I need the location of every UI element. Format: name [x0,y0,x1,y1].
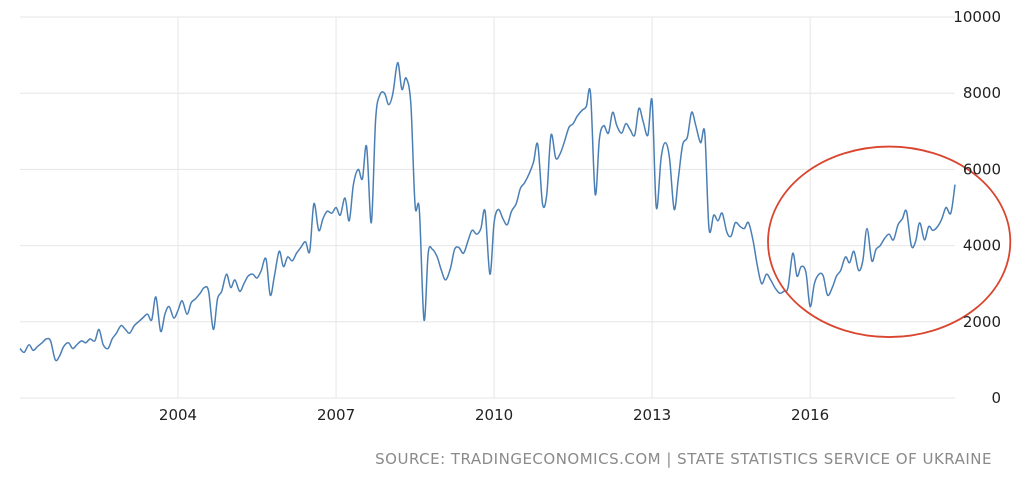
y-tick-label: 8000 [963,84,1001,102]
y-tick-label: 10000 [953,8,1001,26]
x-tick-label: 2007 [317,406,355,424]
y-tick-label: 0 [991,389,1001,407]
series-layer [19,61,956,362]
x-tick-label: 2004 [159,406,197,424]
y-tick-label: 6000 [963,160,1001,178]
annotation-layer [767,145,1012,338]
x-axis: 2004 2007 2010 2013 2016 [159,406,829,424]
source-note: SOURCE: TRADINGECONOMICS.COM | STATE STA… [375,450,992,468]
x-tick-label: 2013 [633,406,671,424]
y-tick-label: 4000 [963,237,1001,255]
series-line [19,61,956,362]
x-tick-label: 2010 [475,406,513,424]
x-tick-label: 2016 [791,406,829,424]
y-tick-label: 2000 [963,313,1001,331]
grid [20,16,955,399]
highlight-ellipse [767,145,1012,338]
y-axis: 0 2000 4000 6000 8000 10000 [953,8,1001,407]
